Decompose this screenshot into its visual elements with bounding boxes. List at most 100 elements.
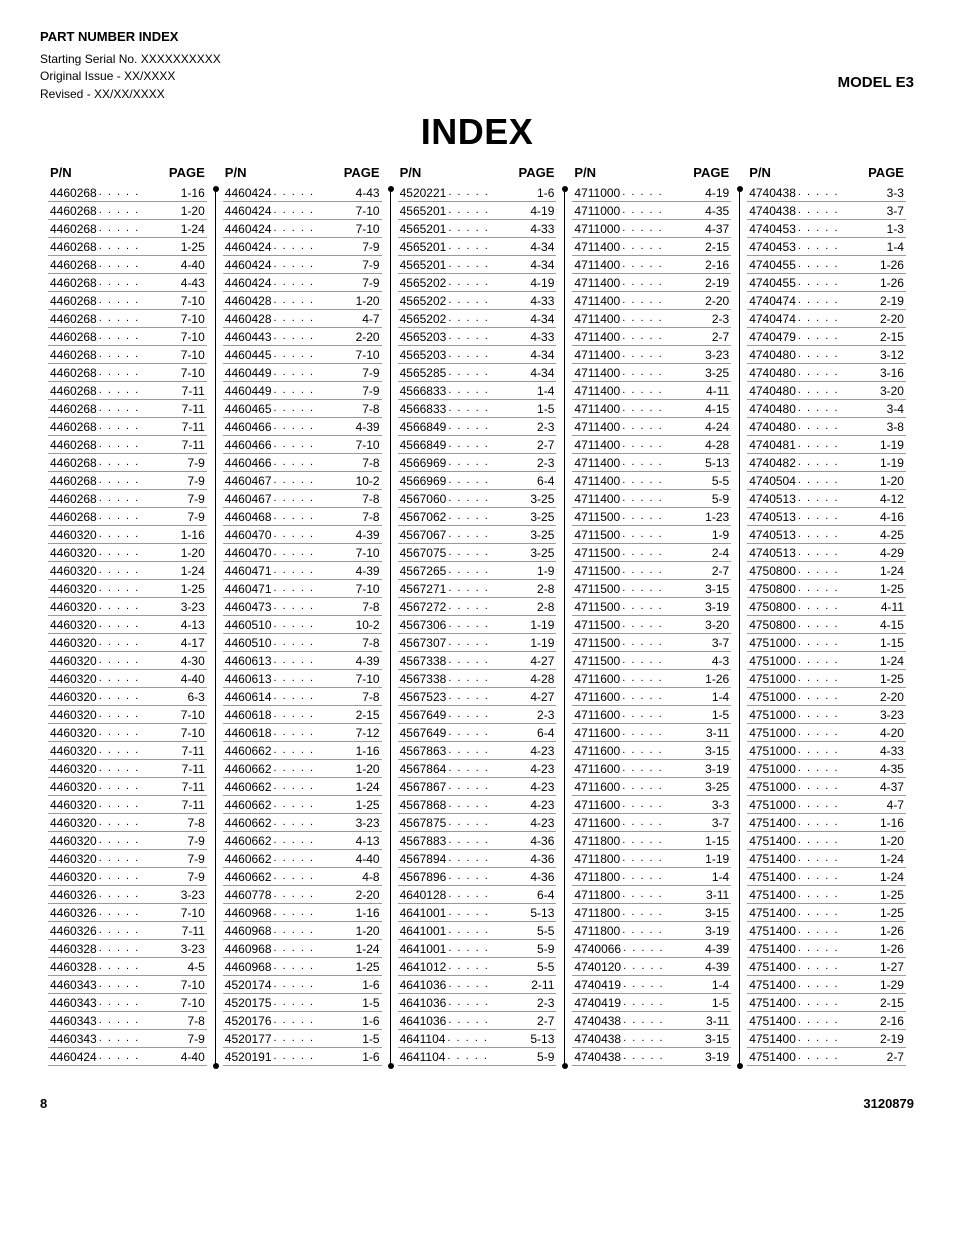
index-row: 4460328 . . . . . 3-23 <box>48 940 207 958</box>
leader-dots: . . . . . <box>97 817 188 829</box>
index-row: 4460326 . . . . . 3-23 <box>48 886 207 904</box>
leader-dots: . . . . . <box>796 655 880 667</box>
leader-dots: . . . . . <box>272 313 363 325</box>
leader-dots: . . . . . <box>446 799 530 811</box>
page-ref: 3-23 <box>181 889 205 901</box>
leader-dots: . . . . . <box>272 529 356 541</box>
index-row: 4460320 . . . . . 6-3 <box>48 688 207 706</box>
page-ref: 7-10 <box>356 673 380 685</box>
leader-dots: . . . . . <box>97 187 181 199</box>
leader-dots: . . . . . <box>796 547 880 559</box>
page-ref: 1-16 <box>880 817 904 829</box>
leader-dots: . . . . . <box>796 403 887 415</box>
part-number: 4460428 <box>225 295 272 307</box>
page-ref: 4-30 <box>181 655 205 667</box>
page-ref: 1-3 <box>887 223 904 235</box>
page-ref: 7-10 <box>356 547 380 559</box>
part-number: 4460662 <box>225 871 272 883</box>
part-number: 4567883 <box>400 835 447 847</box>
leader-dots: . . . . . <box>620 583 705 595</box>
part-number: 4740066 <box>574 943 621 955</box>
index-row: 4711400 . . . . . 5-13 <box>572 454 731 472</box>
page-ref: 1-5 <box>362 997 379 1009</box>
part-number: 4740481 <box>749 439 796 451</box>
part-number: 4751000 <box>749 637 796 649</box>
part-number: 4711600 <box>574 817 620 829</box>
leader-dots: . . . . . <box>272 655 356 667</box>
leader-dots: . . . . . <box>621 943 705 955</box>
leader-dots: . . . . . <box>97 331 181 343</box>
page-ref: 2-7 <box>887 1051 904 1063</box>
index-row: 4460428 . . . . . 4-7 <box>223 310 382 328</box>
index-row: 4751400 . . . . . 1-25 <box>747 904 906 922</box>
part-number: 4460268 <box>50 457 97 469</box>
index-column: P/NPAGE4711000 . . . . . 4-194711000 . .… <box>564 157 739 1066</box>
leader-dots: . . . . . <box>620 835 705 847</box>
index-row: 4711600 . . . . . 3-15 <box>572 742 731 760</box>
leader-dots: . . . . . <box>97 871 188 883</box>
page-ref: 7-10 <box>356 205 380 217</box>
leader-dots: . . . . . <box>796 439 880 451</box>
page-ref: 4-39 <box>705 961 729 973</box>
leader-dots: . . . . . <box>796 529 880 541</box>
leader-dots: . . . . . <box>620 925 705 937</box>
page-ref: 4-23 <box>530 745 554 757</box>
page-ref: 5-13 <box>530 1033 554 1045</box>
part-number: 4460320 <box>50 817 97 829</box>
part-number: 4567062 <box>400 511 447 523</box>
col-header-pn: P/N <box>50 165 72 180</box>
part-number: 4641036 <box>400 997 447 1009</box>
part-number: 4460424 <box>225 277 272 289</box>
leader-dots: . . . . . <box>620 223 705 235</box>
page-ref: 3-25 <box>705 781 729 793</box>
part-number: 4567067 <box>400 529 447 541</box>
column-header: P/NPAGE <box>747 157 906 184</box>
index-row: 4460320 . . . . . 1-25 <box>48 580 207 598</box>
index-row: 4711500 . . . . . 3-19 <box>572 598 731 616</box>
leader-dots: . . . . . <box>272 889 356 901</box>
part-number: 4751000 <box>749 727 796 739</box>
part-number: 4460662 <box>225 781 272 793</box>
index-row: 4711400 . . . . . 2-15 <box>572 238 731 256</box>
page-ref: 4-13 <box>181 619 205 631</box>
leader-dots: . . . . . <box>796 259 880 271</box>
leader-dots: . . . . . <box>272 817 356 829</box>
col-header-pn: P/N <box>400 165 422 180</box>
part-number: 4711600 <box>574 745 620 757</box>
part-number: 4711500 <box>574 547 620 559</box>
part-number: 4460662 <box>225 799 272 811</box>
leader-dots: . . . . . <box>620 313 712 325</box>
leader-dots: . . . . . <box>446 259 530 271</box>
column-separator <box>215 189 216 1066</box>
part-number: 4711400 <box>574 241 620 253</box>
part-number: 4565202 <box>400 313 447 325</box>
leader-dots: . . . . . <box>272 961 356 973</box>
leader-dots: . . . . . <box>620 241 705 253</box>
index-row: 4460466 . . . . . 7-8 <box>223 454 382 472</box>
index-row: 4565285 . . . . . 4-34 <box>398 364 557 382</box>
index-row: 4711400 . . . . . 2-7 <box>572 328 731 346</box>
page-ref: 1-19 <box>530 637 554 649</box>
index-row: 4751400 . . . . . 1-24 <box>747 850 906 868</box>
index-row: 4460424 . . . . . 7-9 <box>223 256 382 274</box>
index-row: 4711600 . . . . . 3-11 <box>572 724 731 742</box>
index-row: 4566969 . . . . . 2-3 <box>398 454 557 472</box>
page-ref: 5-13 <box>530 907 554 919</box>
index-row: 4711000 . . . . . 4-19 <box>572 184 731 202</box>
page-ref: 7-8 <box>187 1015 204 1027</box>
index-row: 4711800 . . . . . 1-15 <box>572 832 731 850</box>
page-ref: 4-43 <box>356 187 380 199</box>
leader-dots: . . . . . <box>97 475 188 487</box>
index-row: 4460343 . . . . . 7-8 <box>48 1012 207 1030</box>
part-number: 4740453 <box>749 223 796 235</box>
page-ref: 4-40 <box>181 259 205 271</box>
part-number: 4565201 <box>400 241 447 253</box>
index-row: 4460968 . . . . . 1-25 <box>223 958 382 976</box>
page-ref: 4-20 <box>880 727 904 739</box>
leader-dots: . . . . . <box>272 493 363 505</box>
index-row: 4565203 . . . . . 4-33 <box>398 328 557 346</box>
page-ref: 3-23 <box>705 349 729 361</box>
page-ref: 3-4 <box>887 403 904 415</box>
index-title-small: PART NUMBER INDEX <box>40 28 221 47</box>
leader-dots: . . . . . <box>97 205 181 217</box>
